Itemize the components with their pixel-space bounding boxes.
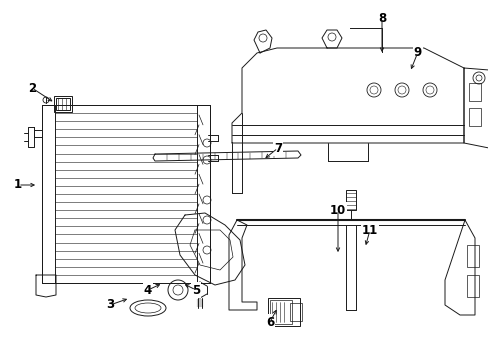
- Text: 11: 11: [361, 224, 377, 237]
- Text: 10: 10: [329, 203, 346, 216]
- Bar: [197, 105, 209, 283]
- Text: 4: 4: [143, 284, 152, 297]
- Text: 9: 9: [413, 45, 421, 58]
- Bar: [346, 190, 355, 210]
- Bar: [269, 300, 291, 324]
- Text: 8: 8: [377, 12, 386, 24]
- Text: 2: 2: [28, 81, 36, 94]
- Text: 7: 7: [273, 141, 282, 154]
- Bar: [466, 245, 478, 267]
- Text: 3: 3: [106, 298, 114, 311]
- Bar: [267, 298, 299, 326]
- Bar: [468, 108, 480, 126]
- Text: 5: 5: [191, 284, 200, 297]
- Bar: [56, 98, 70, 110]
- Bar: [468, 83, 480, 101]
- Text: 1: 1: [14, 179, 22, 192]
- Bar: [54, 96, 72, 112]
- Text: 6: 6: [265, 315, 274, 328]
- Bar: [42, 105, 209, 283]
- Bar: [42, 105, 55, 283]
- Bar: [466, 275, 478, 297]
- Bar: [289, 303, 302, 321]
